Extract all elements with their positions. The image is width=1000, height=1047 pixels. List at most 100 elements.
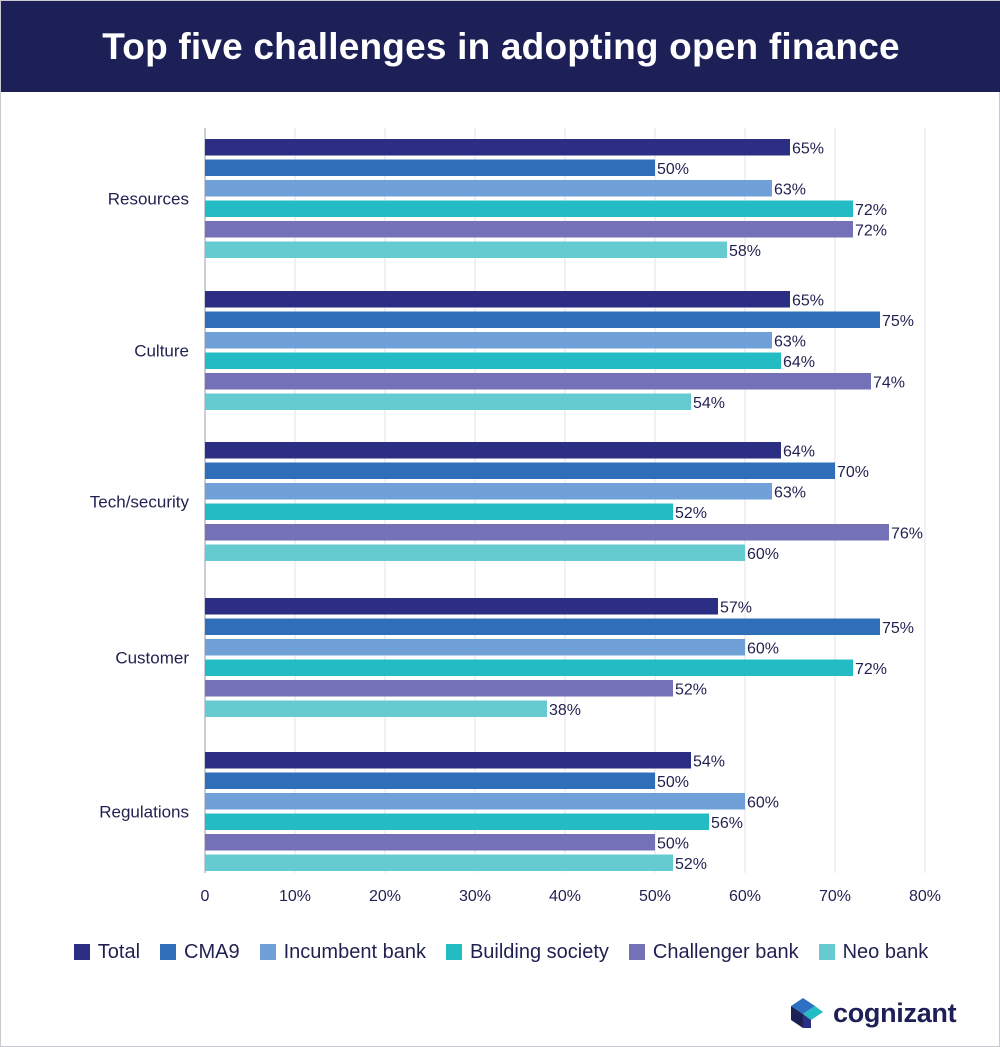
chart-legend: Total CMA9 Incumbent bank Building society C… <box>1 934 1000 970</box>
bar <box>205 352 781 369</box>
bar <box>205 772 655 789</box>
data-label: 50% <box>657 836 689 853</box>
legend-label: Incumbent bank <box>283 940 426 963</box>
bar <box>205 503 673 520</box>
legend-swatch <box>445 944 462 960</box>
data-label: 60% <box>747 795 779 812</box>
bar-chart: 0 10% 20% 30% 40% 50% 60% 70% 80% Resources Cultur… <box>90 128 941 905</box>
bar <box>205 854 673 871</box>
legend-label: Challenger bank <box>652 940 799 963</box>
legend-item: Total <box>73 940 141 964</box>
category-label: Regulations <box>99 803 189 822</box>
bar <box>205 241 727 258</box>
bar <box>205 618 880 635</box>
x-tick-label: 30% <box>459 888 491 905</box>
data-label: 72% <box>855 661 887 678</box>
data-label: 65% <box>792 293 824 310</box>
bar <box>205 139 790 156</box>
x-tick-label: 10% <box>279 888 311 905</box>
data-label: 76% <box>891 526 923 543</box>
bar <box>205 221 853 238</box>
category-label: Culture <box>134 342 189 361</box>
data-label: 54% <box>693 754 725 771</box>
legend-label: CMA9 <box>184 940 240 963</box>
x-tick-label: 60% <box>729 888 761 905</box>
legend-swatch <box>259 944 276 960</box>
data-label: 70% <box>837 464 869 481</box>
data-label: 64% <box>783 354 815 371</box>
logo-text: cognizant <box>833 997 957 1028</box>
data-label: 65% <box>792 141 824 158</box>
data-label: 52% <box>675 856 707 873</box>
data-label: 50% <box>657 161 689 178</box>
legend-label: Neo bank <box>842 940 929 963</box>
x-tick-label: 0 <box>201 888 210 905</box>
bar <box>205 659 853 676</box>
data-label: 72% <box>855 202 887 219</box>
x-tick-label: 20% <box>369 888 401 905</box>
bar <box>205 442 781 459</box>
legend-item: Challenger bank <box>628 940 799 964</box>
bar <box>205 524 889 541</box>
legend-item: Incumbent bank <box>259 940 426 964</box>
data-label: 52% <box>675 682 707 699</box>
title-banner: Top five challenges in adopting open fin… <box>1 1 1000 92</box>
bar <box>205 373 871 390</box>
bar <box>205 680 673 697</box>
legend-swatch <box>73 944 90 960</box>
legend-label: Total <box>97 940 141 963</box>
category-label: Tech/security <box>90 493 190 512</box>
data-label: 58% <box>729 243 761 260</box>
category-label: Customer <box>115 649 189 668</box>
bar <box>205 159 655 176</box>
cognizant-logo: cognizant <box>789 995 957 1031</box>
x-tick-label: 70% <box>819 888 851 905</box>
data-label: 64% <box>783 444 815 461</box>
data-label: 72% <box>855 223 887 240</box>
bar <box>205 291 790 308</box>
bar <box>205 700 547 717</box>
bar <box>205 393 691 410</box>
data-label: 75% <box>882 313 914 330</box>
bar <box>205 752 691 769</box>
bar <box>205 598 718 615</box>
legend-item: CMA9 <box>160 941 240 964</box>
data-label: 57% <box>720 600 752 617</box>
data-label: 56% <box>711 815 743 832</box>
data-label: 54% <box>693 395 725 412</box>
legend-swatch <box>628 944 645 960</box>
bar <box>205 200 853 217</box>
bar <box>205 813 709 830</box>
bar <box>205 311 880 328</box>
data-label: 52% <box>675 505 707 522</box>
legend-label: Building society <box>469 940 609 963</box>
data-label: 38% <box>549 702 581 719</box>
data-label: 63% <box>774 334 806 351</box>
data-label: 60% <box>747 641 779 658</box>
legend-item: Building society <box>445 940 609 964</box>
data-label: 50% <box>657 774 689 791</box>
bar <box>205 462 835 479</box>
bar <box>205 544 745 561</box>
legend-swatch <box>818 944 835 960</box>
data-label: 63% <box>774 485 806 502</box>
x-tick-label: 40% <box>549 888 581 905</box>
data-label: 74% <box>873 375 905 392</box>
x-tick-label: 80% <box>909 888 941 905</box>
bar <box>205 180 772 197</box>
data-label: 63% <box>774 182 806 199</box>
cognizant-logo-icon <box>791 998 823 1028</box>
bar <box>205 793 745 810</box>
category-label: Resources <box>108 190 189 209</box>
bar <box>205 834 655 851</box>
data-label: 75% <box>882 620 914 637</box>
legend-item: Neo bank <box>818 940 929 964</box>
x-tick-label: 50% <box>639 888 671 905</box>
bar <box>205 483 772 500</box>
bar <box>205 639 745 656</box>
bar <box>205 332 772 349</box>
chart-title: Top five challenges in adopting open fin… <box>102 25 900 67</box>
legend-swatch <box>160 944 177 960</box>
data-label: 60% <box>747 546 779 563</box>
